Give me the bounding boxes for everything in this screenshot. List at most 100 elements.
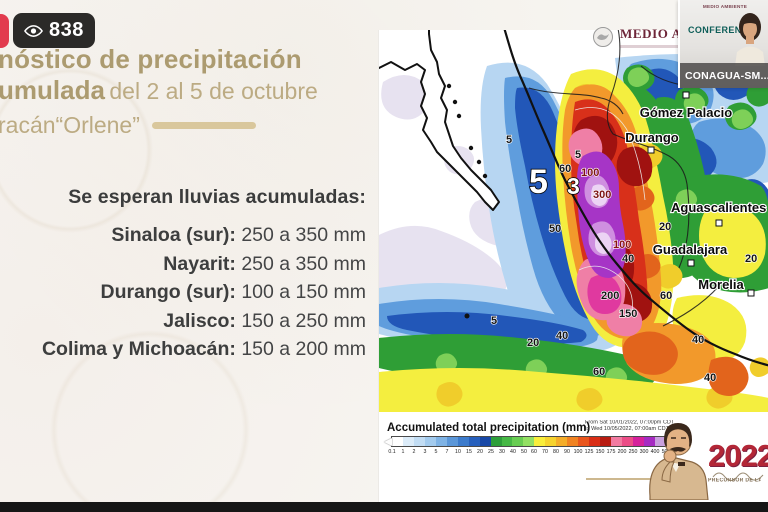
year-caption: PRECURSOR DE LA R [708,478,761,484]
legend-tick: 10 [454,449,461,455]
contour-label: 40 [704,372,716,384]
legend-date-to: to Wed 10/05/2022, 07:00am CDT [585,426,669,432]
legend-tick: 70 [542,449,549,455]
precipitation-map-graphic: Gómez Palacio Durango Aguascalientes Guadal… [379,30,768,412]
medio-ambiente-logo-text: MEDIO AM [620,26,695,41]
legend-color-cell [446,437,458,446]
contour-label: 40 [556,330,568,342]
flores-magon-illustration [640,418,714,505]
title-line-1: nóstico de precipitación [0,44,302,74]
legend-color-cell [654,437,666,446]
city-label: Morelia [698,277,744,292]
grid-number-label: 5 [529,163,548,201]
contour-label: 20 [659,221,671,233]
legend-color-cell [567,437,579,446]
contour-label: 60 [559,163,571,175]
contour-label: 5 [506,134,512,146]
speaker-person [729,10,768,71]
city-marker [682,91,690,99]
legend-tick: 300 [639,449,649,455]
legend-color-cell [490,437,502,446]
forecast-list: Sinaloa (sur): 250 a 350 mm Nayarit: 250 … [0,221,366,364]
contour-label: 100 [613,239,631,251]
legend-color-cell [622,437,633,446]
legend-title: Accumulated total precipitation (mm) [387,422,591,434]
mainland-coastline [503,30,768,367]
city-label: Gómez Palacio [640,105,733,120]
forecast-item: Jalisco: 150 a 250 mm [163,309,366,332]
legend-tick: 50 [520,449,527,455]
legend-color-cell [589,437,601,446]
legend-color-cell [413,437,425,446]
legend-color-cell [523,437,535,446]
legend-color-cell [501,437,513,446]
legend-color-cell [468,437,480,446]
legend-tick: 400 [650,449,660,455]
contour-label: 150 [619,308,637,320]
medio-ambiente-logo-subtext [620,45,684,48]
contour-label: 60 [660,290,672,302]
forecast-item: Durango (sur): 100 a 150 mm [100,281,366,303]
legend-tick: 200 [617,449,627,455]
title-line-3: racán“Orlene” [0,110,318,141]
legend-tick: 150 [595,449,605,455]
city-label: Durango [625,130,679,145]
pip-conference-text: CONFERENC [688,25,749,35]
legend-arrow-left-icon [384,437,392,446]
title-underline-dash [151,122,256,129]
year-logo-line [586,478,702,480]
legend-tick: 175 [606,449,616,455]
slide-title: nóstico de precipitación umulada del 2 a… [0,44,318,141]
legend-tick: 2 [412,449,416,455]
legend-color-cell [392,437,403,446]
baja-california-outline [379,30,500,211]
year-2022-text: 2022 [708,438,768,473]
contour-label: 50 [549,223,561,235]
live-badge-edge [0,14,9,48]
contour-label: 20 [745,253,757,265]
legend-date-range: From Sat 10/01/2022, 07:00pm CDT to Wed … [585,420,674,433]
legend-color-cell [600,437,612,446]
precipitation-map: Gómez Palacio Durango Aguascalientes Guadal… [378,30,768,502]
contour-label: 100 [581,167,599,179]
pip-caption: CONAGUA-SM... [680,63,768,88]
legend-color-cell [457,437,469,446]
year-script-flourish [712,468,764,486]
city-marker [647,146,655,154]
city-label: Guadalajara [653,242,728,257]
legend-tick: 60 [531,449,538,455]
grid-number-label: 3 [567,173,580,199]
forecast-item: Colima y Michoacán: 150 a 200 mm [41,338,366,360]
forecast-heading: Se esperan lluvias acumuladas: [68,186,366,208]
contour-label: 40 [692,334,704,346]
legend-color-cell [424,437,436,446]
title-line-2: umulada del 2 al 5 de octubre [0,75,318,110]
legend-tick: 125 [584,449,594,455]
legend-tick: 100 [573,449,583,455]
legend-tick: 80 [553,449,560,455]
legend-tick: 25 [487,449,494,455]
legend-tick: 40 [509,449,516,455]
legend-tick: 0.1 [388,449,396,455]
legend-color-cell [534,437,546,446]
contour-label: 60 [593,366,605,378]
medio-ambiente-logo: MEDIO AM [592,26,695,53]
city-marker [715,219,723,227]
legend-color-cell [643,437,655,446]
forecast-block: Se esperan lluvias acumuladas: Sinaloa (… [0,186,366,364]
legend-tick: 7 [445,449,449,455]
legend-color-cell [578,437,590,446]
legend-color-cell [479,437,491,446]
contour-label: 300 [593,189,611,201]
legend-date-from: From Sat 10/01/2022, 07:00pm CDT [585,420,675,426]
title-line-2-bold: umulada [0,75,105,105]
forecast-item: Sinaloa (sur): 250 a 350 mm [111,224,366,246]
legend-color-cell [611,437,623,446]
year-2022-logo: 2022 PRECURSOR DE LA R [582,416,768,502]
legend-tick: 30 [498,449,505,455]
viewer-count-badge: 838 [13,13,95,48]
hurricane-name: racán“Orlene” [0,112,140,138]
legend-colorbar [384,437,674,446]
video-pip-overlay[interactable]: MEDIO AMBIENTE CONFERENC CONAGUA-SM... [678,0,768,88]
contour-label: 5 [575,149,581,161]
